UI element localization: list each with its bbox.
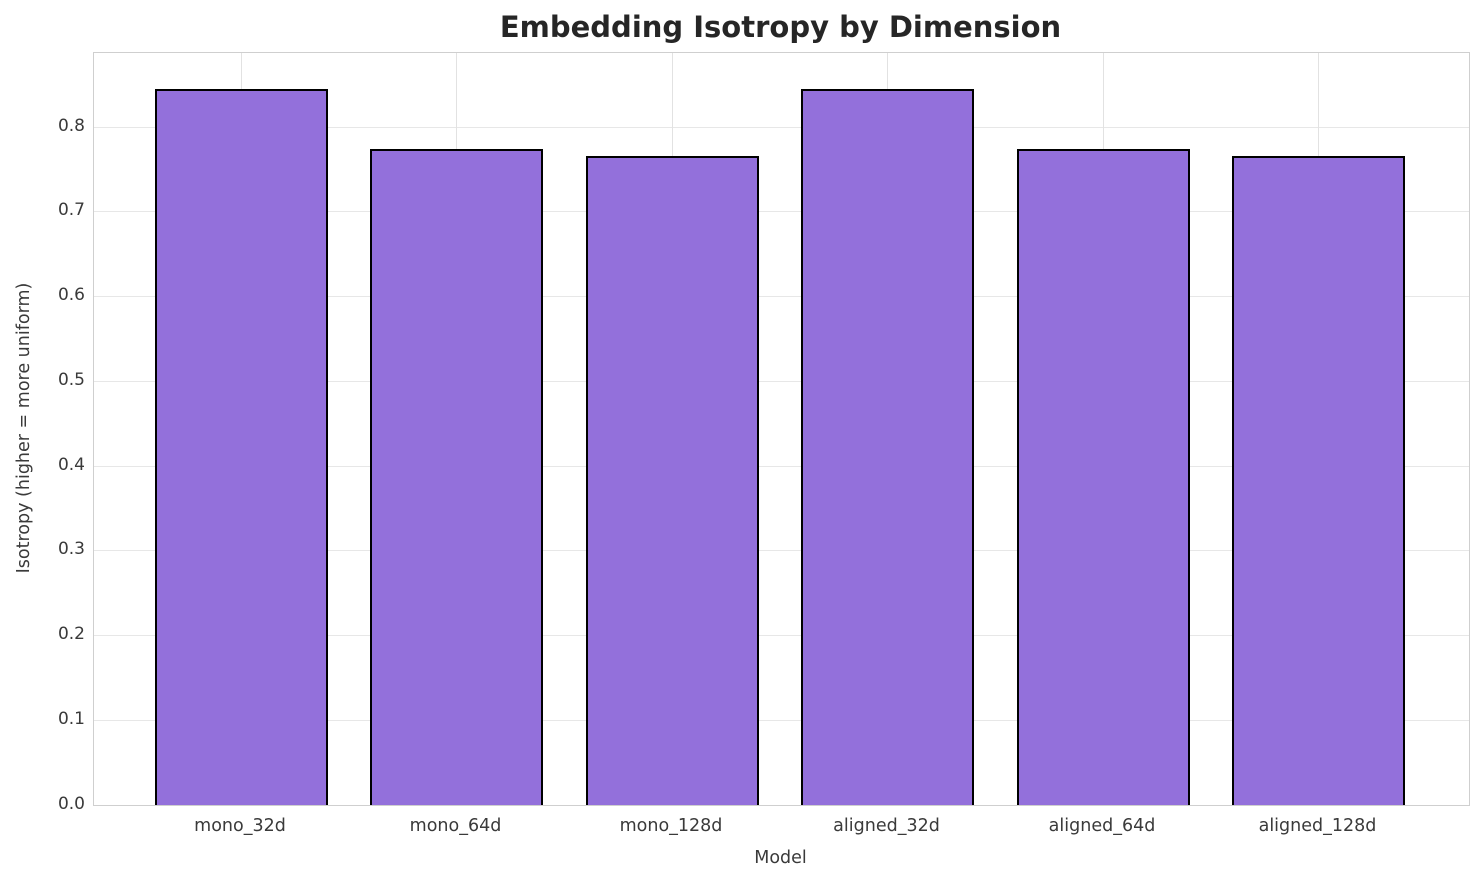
- x-tick-label: mono_64d: [409, 816, 502, 836]
- y-tick-label: 0.3: [57, 539, 85, 560]
- chart-title: Embedding Isotropy by Dimension: [499, 10, 1062, 44]
- h-gridline: [94, 719, 1469, 721]
- y-tick-label: 0.2: [57, 624, 85, 645]
- x-tick-label: aligned_64d: [1048, 816, 1156, 836]
- bar-aligned_32d: [801, 89, 974, 805]
- y-tick-label: 0.7: [57, 200, 85, 221]
- bar-aligned_64d: [1016, 149, 1190, 805]
- bar-mono_32d: [154, 89, 328, 805]
- x-tick-label: mono_32d: [194, 816, 286, 836]
- y-tick-label: 0.8: [57, 115, 85, 136]
- bar-mono_128d: [585, 156, 759, 805]
- h-gridline: [94, 550, 1469, 552]
- y-tick-label: 0.4: [57, 454, 85, 475]
- x-axis-label: Model: [754, 848, 807, 868]
- x-tick-label: aligned_128d: [1258, 816, 1377, 836]
- h-gridline: [94, 211, 1469, 213]
- plot-area: [93, 52, 1470, 806]
- x-tick-label: mono_128d: [619, 816, 723, 836]
- h-gridline: [94, 465, 1469, 467]
- h-gridline: [94, 296, 1469, 298]
- y-tick-label: 0.6: [57, 285, 85, 306]
- y-axis-label: Isotropy (higher = more uniform): [14, 282, 34, 574]
- bar-aligned_128d: [1232, 156, 1405, 805]
- bar-mono_64d: [370, 149, 543, 805]
- y-tick-label: 0.0: [57, 793, 85, 814]
- h-gridline: [94, 126, 1469, 128]
- y-tick-label: 0.5: [57, 369, 85, 390]
- h-gridline: [94, 380, 1469, 382]
- h-gridline: [94, 635, 1469, 637]
- y-tick-label: 0.1: [57, 708, 85, 729]
- x-tick-label: aligned_32d: [833, 816, 940, 836]
